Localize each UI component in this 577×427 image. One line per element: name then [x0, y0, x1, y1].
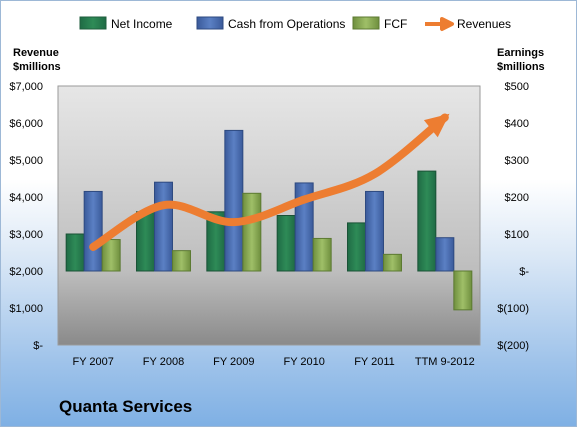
bar-net-income	[347, 222, 366, 272]
revenue-line	[89, 113, 449, 251]
right-tick-label: $100	[505, 229, 529, 241]
right-axis-title-line2: $millions	[497, 61, 545, 73]
right-axis-ticks: $(200) $(100) $- $100 $200 $300 $400 $500	[497, 81, 529, 352]
bar-cash-from-operations	[154, 181, 173, 272]
legend-label-net-income: Net Income	[111, 17, 173, 31]
bar-net-income	[136, 211, 155, 272]
bar-cash-from-operations	[83, 190, 103, 272]
left-tick-label: $2,000	[9, 266, 43, 278]
right-tick-label: $400	[505, 118, 529, 130]
company-name: Quanta Services	[59, 397, 193, 416]
bar-cash-from-operations	[435, 237, 455, 272]
category-labels: FY 2007 FY 2008 FY 2009 FY 2010 FY 2011 TTM 9…	[72, 356, 474, 368]
category-label: FY 2007	[72, 356, 113, 368]
legend-label-revenues: Revenues	[457, 17, 511, 31]
left-tick-label: $-	[33, 340, 43, 352]
left-tick-label: $6,000	[9, 118, 43, 130]
legend-swatch-fcf	[352, 16, 380, 30]
category-label: FY 2011	[354, 356, 395, 368]
legend-label-cash-from-operations: Cash from Operations	[228, 17, 345, 31]
right-tick-label: $-	[519, 266, 529, 278]
right-axis-title-line1: Earnings	[497, 47, 544, 59]
category-label: FY 2010	[283, 356, 324, 368]
bar-net-income	[65, 233, 85, 272]
left-tick-label: $5,000	[9, 155, 43, 167]
bar-net-income	[276, 215, 296, 272]
category-label: TTM 9-2012	[415, 356, 475, 368]
right-tick-label: $300	[505, 155, 529, 167]
left-tick-label: $3,000	[9, 229, 43, 241]
right-tick-label: $(100)	[497, 303, 529, 315]
bar-fcf	[383, 253, 402, 272]
left-axis-title-line2: $millions	[13, 61, 61, 73]
category-label: FY 2009	[213, 356, 254, 368]
legend-swatch-revenues	[425, 17, 454, 31]
bar-net-income	[417, 170, 437, 272]
left-tick-label: $1,000	[9, 303, 43, 315]
legend-label-fcf: FCF	[384, 17, 407, 31]
right-tick-label: $500	[505, 81, 529, 93]
bar-fcf	[242, 192, 262, 272]
left-tick-label: $4,000	[9, 192, 43, 204]
bar-fcf	[172, 250, 191, 272]
category-label: FY 2008	[143, 356, 184, 368]
right-tick-label: $(200)	[497, 340, 529, 352]
bar-cash-from-operations	[224, 129, 244, 272]
bars	[65, 129, 473, 311]
left-axis-ticks: $- $1,000 $2,000 $3,000 $4,000 $5,000 $6,000 $7…	[9, 81, 43, 352]
right-tick-label: $200	[505, 192, 529, 204]
left-axis-title-line1: Revenue	[13, 47, 59, 59]
legend-swatch-cash-from-operations	[196, 16, 224, 30]
revenue-arrowhead	[423, 113, 450, 138]
bar-cash-from-operations	[365, 190, 384, 272]
bar-fcf	[312, 237, 332, 272]
bar-fcf	[453, 270, 473, 311]
legend-swatch-net-income	[79, 16, 107, 30]
legend: Net Income Cash from Operations FCF Reve…	[79, 16, 511, 31]
bar-fcf	[101, 239, 121, 272]
left-tick-label: $7,000	[9, 81, 43, 93]
revenue-line-layer	[89, 113, 450, 251]
